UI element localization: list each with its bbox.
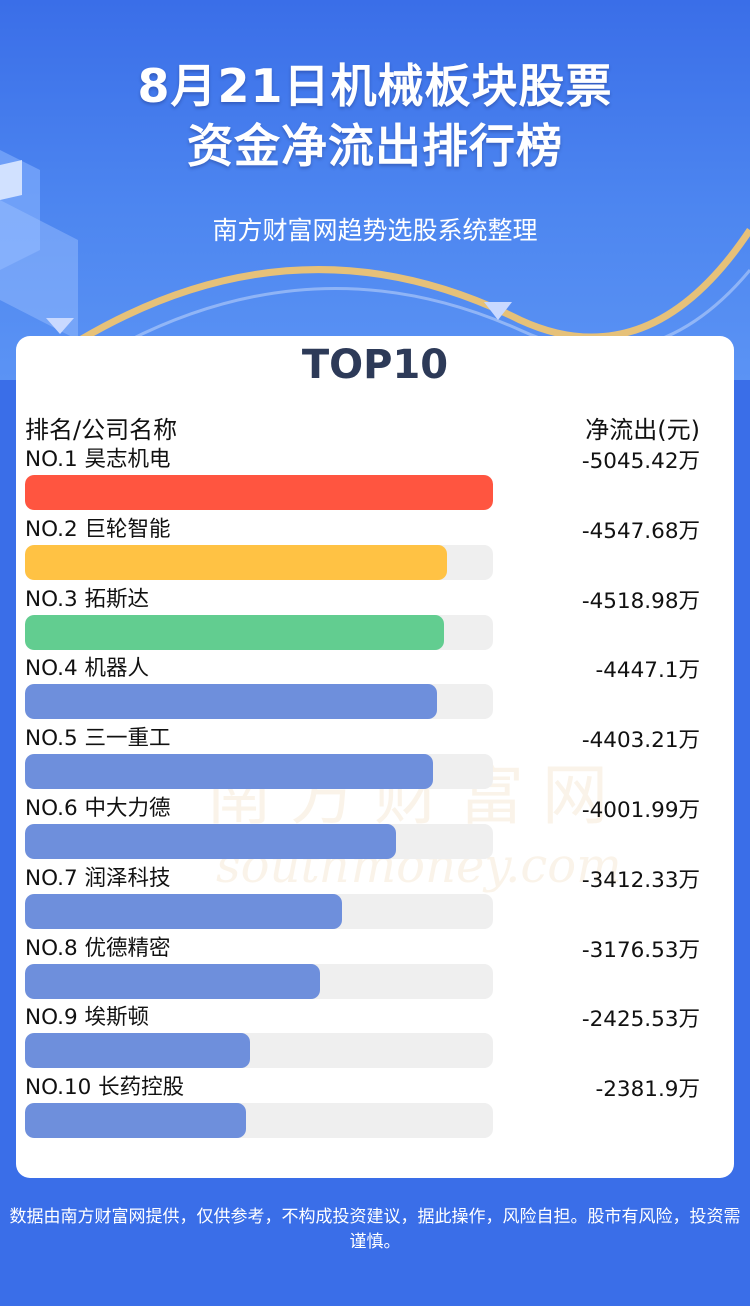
ranking-card: TOP10 排名/公司名称 净流出(元) 南方财富网 southmoney.co… [16, 336, 734, 1178]
ranking-row: NO.2 巨轮智能 -4547.68万 [16, 514, 734, 584]
rank-label: NO.1 昊志机电 [25, 447, 171, 472]
bar-track [25, 614, 493, 650]
outflow-value: -4547.68万 [581, 518, 700, 544]
rank-label: NO.7 润泽科技 [25, 865, 171, 891]
rank-label: NO.9 埃斯顿 [25, 1005, 149, 1031]
column-header-outflow: 净流出(元) [585, 416, 700, 444]
rank-label: NO.4 机器人 [25, 656, 149, 682]
outflow-bar [25, 1033, 250, 1069]
page-title: 8月21日机械板块股票 资金净流出排行榜 [0, 56, 750, 176]
bar-track [25, 893, 493, 929]
rank-label: NO.10 长药控股 [25, 1075, 185, 1101]
building-shape [0, 160, 22, 200]
ranking-row: NO.1 昊志机电 -5045.42万 [16, 444, 734, 514]
outflow-value: -5045.42万 [581, 449, 700, 474]
outflow-bar [25, 1103, 246, 1139]
bar-track [25, 1103, 493, 1139]
rank-label: NO.8 优德精密 [25, 935, 171, 961]
bar-track [25, 963, 493, 999]
ranking-row: NO.5 三一重工 -4403.21万 [16, 723, 734, 793]
building-shape [0, 200, 78, 340]
ranking-row: NO.8 优德精密 -3176.53万 [16, 933, 734, 1003]
bar-track [25, 754, 493, 790]
outflow-value: -2381.9万 [595, 1077, 701, 1103]
outflow-bar [25, 614, 445, 650]
rank-label: NO.2 巨轮智能 [25, 516, 171, 542]
marker-triangle [46, 318, 74, 334]
background-decoration [0, 150, 750, 352]
outflow-value: -4447.1万 [595, 658, 701, 684]
outflow-value: -4403.21万 [581, 728, 700, 754]
curve-line [119, 269, 750, 352]
footer: 数据由南方财富网提供，仅供参考，不构成投资建议，据此操作，风险自担。股市有风险，… [0, 1194, 750, 1306]
card-title: TOP10 [301, 342, 449, 388]
bar-track [25, 1033, 493, 1069]
bar-track [25, 475, 493, 510]
outflow-value: -4001.99万 [581, 797, 700, 823]
bar-track [25, 823, 493, 859]
outflow-bar [25, 475, 493, 510]
outflow-value: -4518.98万 [581, 588, 700, 614]
outflow-value: -2425.53万 [581, 1007, 700, 1033]
ranking-row: NO.10 长药控股 -2381.9万 [16, 1072, 734, 1142]
outflow-bar [25, 754, 434, 790]
hero-banner: 8月21日机械板块股票 资金净流出排行榜 南方财富网趋势选股系统整理 [0, 0, 750, 380]
ranking-row: NO.6 中大力德 -4001.99万 [16, 793, 734, 863]
bar-track [25, 544, 493, 580]
bar-track [25, 684, 493, 720]
rank-label: NO.5 三一重工 [25, 726, 171, 752]
rank-label: NO.6 中大力德 [25, 795, 171, 821]
outflow-value: -3176.53万 [581, 937, 700, 963]
column-header-rank: 排名/公司名称 [25, 416, 178, 444]
marker-triangle [484, 302, 512, 320]
title-line-2: 资金净流出排行榜 [187, 119, 563, 173]
ranking-row: NO.3 拓斯达 -4518.98万 [16, 584, 734, 654]
page-subtitle: 南方财富网趋势选股系统整理 [212, 216, 538, 245]
outflow-value: -3412.33万 [581, 867, 700, 893]
ranking-row: NO.7 润泽科技 -3412.33万 [16, 863, 734, 933]
ranking-row: NO.9 埃斯顿 -2425.53万 [16, 1002, 734, 1072]
outflow-bar [25, 893, 342, 929]
rank-label: NO.3 拓斯达 [25, 586, 149, 612]
ranking-list: NO.1 昊志机电 -5045.42万 NO.2 巨轮智能 -4547.68万 NO.3… [16, 444, 734, 1142]
disclaimer-text: 数据由南方财富网提供，仅供参考，不构成投资建议，据此操作，风险自担。股市有风险，… [9, 1207, 741, 1252]
outflow-bar [25, 963, 320, 999]
title-line-1: 8月21日机械板块股票 [137, 59, 613, 113]
outflow-bar [25, 684, 438, 720]
outflow-bar [25, 544, 447, 580]
ranking-row: NO.4 机器人 -4447.1万 [16, 653, 734, 723]
outflow-bar [25, 823, 397, 859]
